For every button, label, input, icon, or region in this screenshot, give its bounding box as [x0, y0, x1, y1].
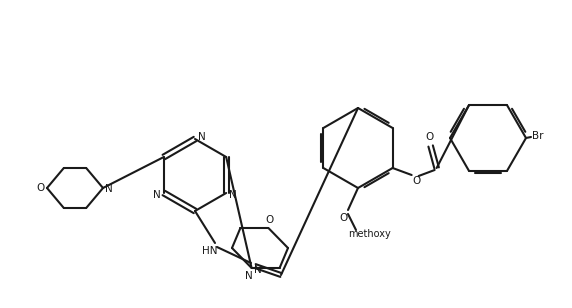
Text: O: O	[36, 183, 44, 193]
Text: Br: Br	[533, 131, 544, 141]
Text: N: N	[198, 132, 206, 142]
Text: N: N	[245, 271, 252, 281]
Text: N: N	[229, 190, 237, 200]
Text: O: O	[265, 215, 273, 225]
Text: methoxy: methoxy	[348, 229, 391, 239]
Text: O: O	[340, 213, 348, 223]
Text: HN: HN	[202, 246, 218, 256]
Text: N: N	[254, 265, 262, 275]
Text: O: O	[412, 176, 421, 186]
Text: N: N	[105, 184, 113, 194]
Text: O: O	[426, 132, 434, 142]
Text: N: N	[153, 190, 161, 200]
